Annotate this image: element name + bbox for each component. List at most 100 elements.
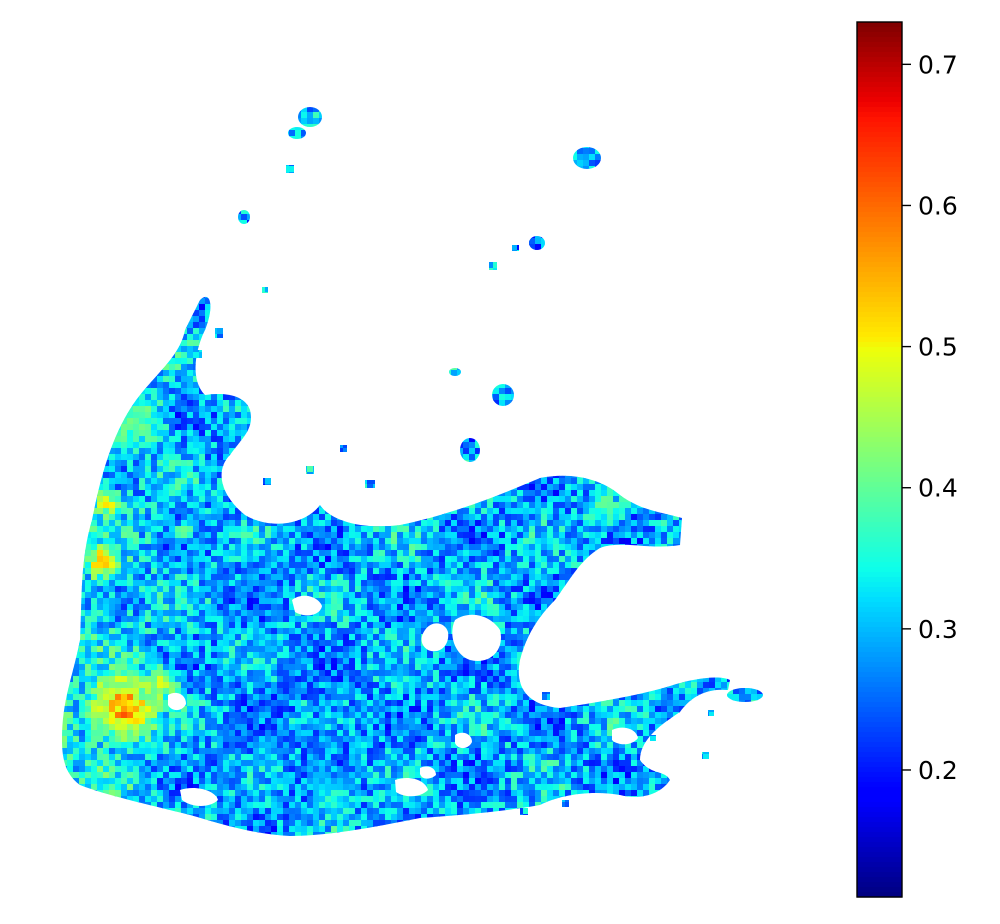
- heatmap-cell: [217, 346, 224, 353]
- heatmap-cell: [391, 316, 398, 323]
- heatmap-cell: [739, 328, 746, 335]
- heatmap-cell: [319, 262, 326, 269]
- heatmap-cell: [397, 256, 404, 263]
- heatmap-cell: [691, 208, 698, 215]
- heatmap-cell: [355, 172, 362, 179]
- heatmap-cell: [367, 154, 374, 161]
- heatmap-cell: [589, 340, 596, 347]
- heatmap-cell: [613, 107, 620, 113]
- heatmap-cell: [775, 142, 782, 149]
- heatmap-cell: [301, 256, 308, 263]
- heatmap-cell: [661, 220, 668, 227]
- heatmap-cell: [295, 184, 302, 191]
- heatmap-cell: [571, 334, 578, 341]
- heatmap-cell: [727, 334, 734, 341]
- heatmap-cell: [199, 214, 206, 221]
- heatmap-cell: [583, 184, 590, 191]
- heatmap-cell: [283, 340, 290, 347]
- heatmap-cell: [331, 136, 338, 143]
- heatmap-cell: [493, 340, 500, 347]
- heatmap-cell: [103, 196, 110, 203]
- heatmap-cell: [62, 244, 68, 251]
- heatmap-cell: [577, 208, 584, 215]
- heatmap-cell: [343, 172, 350, 179]
- heatmap-cell: [721, 142, 728, 149]
- heatmap-cell: [415, 280, 422, 287]
- heatmap-cell: [163, 166, 170, 173]
- heatmap-cell: [343, 238, 350, 245]
- heatmap-cell: [85, 304, 92, 311]
- heatmap-cell: [721, 304, 728, 311]
- heatmap-cell: [241, 238, 248, 245]
- heatmap-cell: [649, 250, 656, 257]
- heatmap-cell: [709, 268, 716, 275]
- heatmap-cell: [571, 136, 578, 143]
- heatmap-cell: [121, 346, 128, 353]
- heatmap-cell: [91, 232, 98, 239]
- heatmap-cell: [529, 226, 536, 233]
- heatmap-cell: [163, 214, 170, 221]
- heatmap-cell: [391, 166, 398, 173]
- heatmap-cell: [655, 160, 662, 167]
- heatmap-cell: [193, 196, 200, 203]
- heatmap-cell: [241, 274, 248, 281]
- heatmap-cell: [295, 280, 302, 287]
- heatmap-cell: [223, 118, 230, 125]
- heatmap-cell: [265, 112, 272, 119]
- heatmap-cell: [433, 178, 440, 185]
- heatmap-cell: [403, 172, 410, 179]
- heatmap-cell: [673, 250, 680, 257]
- heatmap-cell: [511, 322, 518, 329]
- heatmap-cell: [457, 196, 464, 203]
- heatmap-cell: [589, 190, 596, 197]
- heatmap-cell: [205, 250, 212, 257]
- heatmap-cell: [259, 148, 266, 155]
- heatmap-cell: [715, 220, 722, 227]
- heatmap-cell: [409, 202, 416, 209]
- heatmap-cell: [505, 166, 512, 173]
- heatmap-cell: [517, 334, 524, 341]
- heatmap-cell: [229, 136, 236, 143]
- heatmap-cell: [457, 100, 464, 107]
- heatmap-cell: [211, 262, 218, 269]
- heatmap-cell: [463, 238, 470, 245]
- heatmap-cell: [145, 340, 152, 347]
- heatmap-cell: [55, 250, 62, 257]
- heatmap-cell: [133, 340, 140, 347]
- heatmap-cell: [439, 280, 446, 287]
- heatmap-cell: [379, 232, 386, 239]
- heatmap-cell: [229, 280, 236, 287]
- heatmap-cell: [385, 328, 392, 335]
- heatmap-cell: [175, 220, 182, 227]
- heatmap-cell: [73, 346, 80, 353]
- heatmap-cell: [535, 142, 542, 149]
- heatmap-cell: [187, 184, 194, 191]
- heatmap-cell: [589, 286, 596, 293]
- heatmap-cell: [283, 280, 290, 287]
- heatmap-cell: [151, 208, 158, 215]
- heatmap-cell: [79, 190, 86, 197]
- heatmap-cell: [367, 286, 374, 293]
- heatmap-cell: [505, 286, 512, 293]
- heatmap-cell: [115, 148, 122, 155]
- heatmap-cell: [631, 196, 638, 203]
- heatmap-cell: [709, 262, 716, 269]
- heatmap-cell: [751, 334, 758, 341]
- heatmap-cell: [289, 160, 296, 167]
- heatmap-cell: [433, 250, 440, 257]
- heatmap-cell: [181, 154, 188, 161]
- heatmap-cell: [211, 244, 218, 251]
- heatmap-cell: [62, 190, 68, 197]
- heatmap-cell: [505, 124, 512, 131]
- heatmap-cell: [163, 107, 170, 113]
- heatmap-cell: [361, 112, 368, 119]
- heatmap-cell: [319, 310, 326, 317]
- heatmap-cell: [253, 286, 260, 293]
- heatmap-cell: [73, 136, 80, 143]
- heatmap-cell: [475, 274, 482, 281]
- heatmap-cell: [145, 166, 152, 173]
- heatmap-cell: [91, 292, 98, 299]
- heatmap-cell: [121, 130, 128, 137]
- heatmap-cell: [523, 118, 530, 125]
- heatmap-cell: [271, 298, 278, 305]
